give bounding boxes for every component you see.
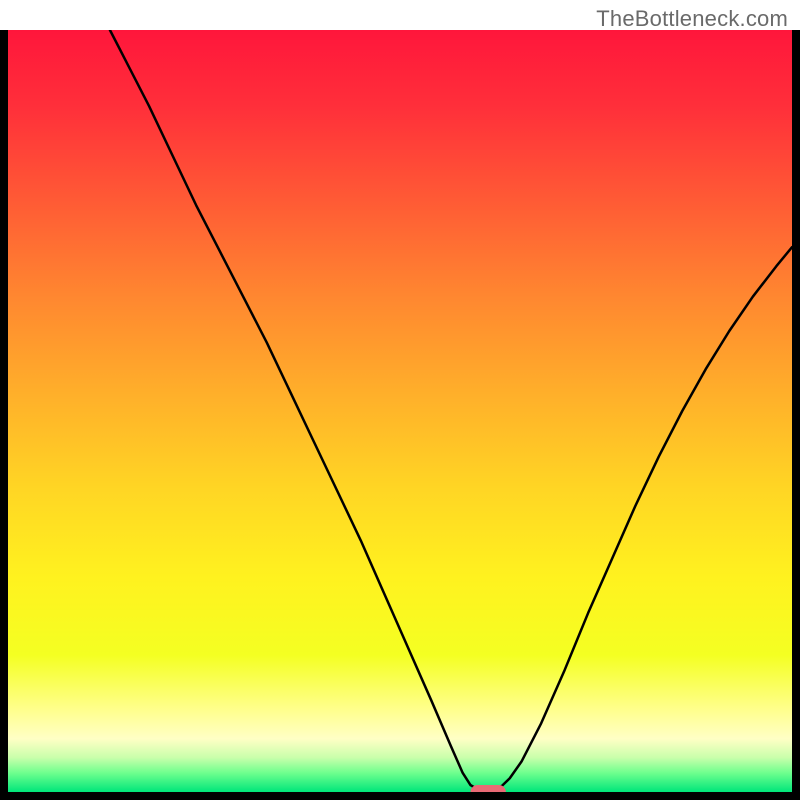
chart-container: TheBottleneck.com xyxy=(0,0,800,800)
frame-border-left xyxy=(0,0,8,800)
watermark-text: TheBottleneck.com xyxy=(596,6,788,32)
bottleneck-chart-svg xyxy=(0,0,800,800)
plot-area-rect xyxy=(8,30,792,792)
frame-border-bottom xyxy=(0,792,800,800)
frame-border-right xyxy=(792,0,800,800)
